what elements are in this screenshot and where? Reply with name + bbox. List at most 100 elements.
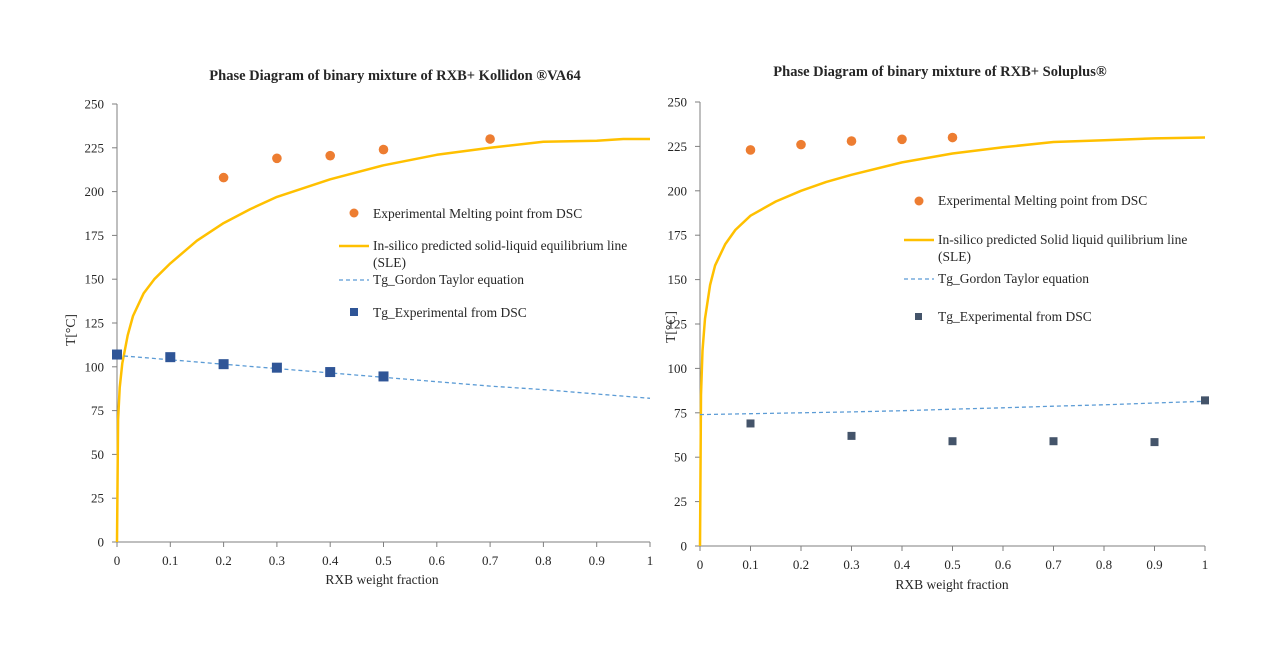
tg-experimental-marker <box>271 362 282 373</box>
y-tick-label: 225 <box>85 140 105 155</box>
chart-left-y-axis-label: T[°C] <box>63 314 78 346</box>
legend-item-gordon-taylor: Tg_Gordon Taylor equation <box>904 271 1089 286</box>
x-tick-label: 0.2 <box>215 553 231 568</box>
legend-item-sle: In-silico predicted solid-liquid equilib… <box>339 238 627 270</box>
melting-point-marker <box>846 136 857 146</box>
legend-label-tg-exp: Tg_Experimental from DSC <box>373 305 527 320</box>
legend-marker-melting <box>349 208 359 218</box>
tg-experimental-marker <box>1049 437 1058 446</box>
legend-label-gordon-taylor: Tg_Gordon Taylor equation <box>373 272 524 287</box>
y-tick-label: 250 <box>668 95 688 110</box>
melting-point-marker <box>485 134 495 144</box>
y-tick-label: 0 <box>681 539 688 554</box>
legend-marker-melting <box>914 196 924 206</box>
x-tick-label: 0.7 <box>482 553 499 568</box>
chart-left: Phase Diagram of binary mixture of RXB+ … <box>63 68 653 587</box>
x-tick-label: 1 <box>1202 557 1209 572</box>
y-tick-label: 175 <box>85 228 105 243</box>
melting-point-marker <box>897 134 907 145</box>
x-tick-label: 0.1 <box>162 553 178 568</box>
legend-item-tg-exp: Tg_Experimental from DSC <box>915 309 1092 324</box>
tg-experimental-marker <box>847 431 856 440</box>
x-tick-label: 0.6 <box>995 557 1012 572</box>
tg-experimental-marker <box>948 437 957 446</box>
chart-right-legend: Experimental Melting point from DSC In-s… <box>904 193 1187 324</box>
x-tick-label: 1 <box>647 553 654 568</box>
y-tick-label: 75 <box>91 403 104 418</box>
y-tick-label: 125 <box>668 317 688 332</box>
y-tick-label: 50 <box>674 450 687 465</box>
x-tick-label: 0.4 <box>322 553 339 568</box>
y-tick-label: 100 <box>668 361 688 376</box>
x-tick-label: 0 <box>697 557 704 572</box>
y-tick-label: 25 <box>674 494 687 509</box>
legend-label-melting: Experimental Melting point from DSC <box>373 206 582 221</box>
legend-label-sle-line2: (SLE) <box>373 255 406 270</box>
legend-label-sle-line2: (SLE) <box>938 249 971 264</box>
x-tick-label: 0.6 <box>429 553 446 568</box>
legend-label-sle-line1: In-silico predicted Solid liquid quilibr… <box>938 232 1187 247</box>
legend-item-melting: Experimental Melting point from DSC <box>914 193 1147 208</box>
y-tick-label: 250 <box>85 97 105 112</box>
x-tick-label: 0.4 <box>894 557 911 572</box>
melting-point-marker <box>325 150 336 161</box>
x-tick-label: 0.9 <box>1146 557 1162 572</box>
melting-point-marker <box>272 153 282 164</box>
tg-experimental-marker <box>1201 396 1209 405</box>
y-tick-label: 0 <box>98 535 105 550</box>
melting-point-marker <box>745 145 756 155</box>
chart-right-y-axis-label: T[°C] <box>663 311 678 343</box>
legend-item-tg-exp: Tg_Experimental from DSC <box>350 305 527 320</box>
chart-right: Phase Diagram of binary mixture of RXB+ … <box>663 64 1209 592</box>
chart-left-x-axis-label: RXB weight fraction <box>325 572 438 587</box>
chart-right-plot-area <box>698 132 1209 547</box>
gordon-taylor-line <box>699 400 1206 416</box>
x-tick-label: 0.3 <box>269 553 285 568</box>
x-tick-label: 0.3 <box>843 557 859 572</box>
legend-item-melting: Experimental Melting point from DSC <box>349 206 582 221</box>
chart-left-plot-area <box>112 134 651 543</box>
melting-point-marker <box>796 139 806 150</box>
melting-point-marker <box>947 132 958 143</box>
melting-point-marker <box>218 172 229 183</box>
x-tick-label: 0.8 <box>1096 557 1112 572</box>
y-tick-label: 200 <box>85 184 105 199</box>
chart-left-y-axis: 0 25 50 75 100 125 150 175 200 225 250 <box>85 97 118 550</box>
chart-right-x-axis: 0 0.1 0.2 0.3 0.4 0.5 0.6 0.7 0.8 0.9 1 <box>697 545 1209 572</box>
legend-label-tg-exp: Tg_Experimental from DSC <box>938 309 1092 324</box>
x-tick-label: 0.8 <box>535 553 551 568</box>
chart-left-legend: Experimental Melting point from DSC In-s… <box>339 206 627 320</box>
legend-item-gordon-taylor: Tg_Gordon Taylor equation <box>339 272 524 287</box>
y-tick-label: 50 <box>91 447 104 462</box>
x-tick-label: 0.7 <box>1045 557 1062 572</box>
legend-label-sle-line1: In-silico predicted solid-liquid equilib… <box>373 238 627 253</box>
tg-experimental-marker <box>746 419 755 428</box>
sle-line <box>115 137 650 543</box>
y-tick-label: 200 <box>668 183 688 198</box>
legend-marker-tg-exp <box>350 308 358 316</box>
chart-right-x-axis-label: RXB weight fraction <box>895 577 1008 592</box>
x-tick-label: 0.9 <box>589 553 605 568</box>
sle-line <box>698 136 1206 547</box>
tg-experimental-marker <box>218 359 229 370</box>
x-tick-label: 0.5 <box>375 553 391 568</box>
y-tick-label: 100 <box>85 359 105 374</box>
chart-left-x-axis: 0 0.1 0.2 0.3 0.4 0.5 0.6 0.7 0.8 0.9 1 <box>114 541 654 568</box>
tg-experimental-marker <box>378 371 389 382</box>
legend-label-gordon-taylor: Tg_Gordon Taylor equation <box>938 271 1089 286</box>
chart-right-title: Phase Diagram of binary mixture of RXB+ … <box>773 64 1107 80</box>
x-tick-label: 0.1 <box>742 557 758 572</box>
tg-experimental-marker <box>1150 438 1159 447</box>
legend-label-melting: Experimental Melting point from DSC <box>938 193 1147 208</box>
y-tick-label: 225 <box>668 139 688 154</box>
melting-point-marker <box>378 144 389 155</box>
x-tick-label: 0.2 <box>793 557 809 572</box>
legend-marker-tg-exp <box>915 313 922 320</box>
chart-left-title: Phase Diagram of binary mixture of RXB+ … <box>209 68 580 84</box>
legend-item-sle: In-silico predicted Solid liquid quilibr… <box>904 232 1187 264</box>
y-tick-label: 150 <box>668 272 688 287</box>
y-tick-label: 25 <box>91 491 104 506</box>
y-tick-label: 150 <box>85 272 105 287</box>
